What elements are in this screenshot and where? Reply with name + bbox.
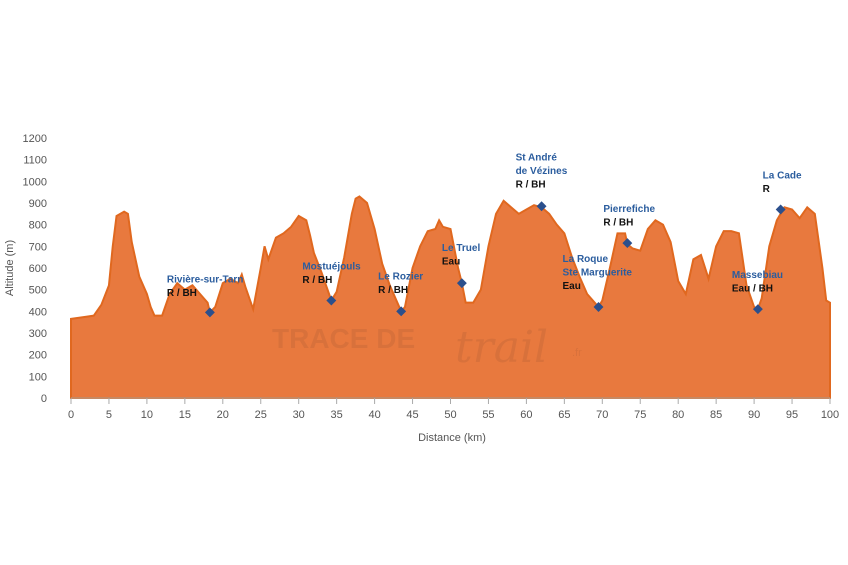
- y-tick-label: 0: [41, 393, 47, 405]
- x-tick-label: 75: [634, 409, 646, 421]
- x-tick-label: 50: [444, 409, 456, 421]
- x-axis-label: Distance (km): [418, 432, 486, 444]
- waypoint-name: Mostuéjouls: [302, 262, 361, 273]
- x-tick-label: 0: [68, 409, 74, 421]
- waypoint-marker: [593, 302, 604, 312]
- waypoint-marker: [396, 306, 407, 317]
- x-tick-label: 60: [520, 409, 532, 421]
- waypoint-marker: [775, 204, 786, 215]
- y-tick-label: 800: [29, 220, 47, 232]
- waypoint-note: R / BH: [516, 179, 546, 190]
- waypoint-note: Eau: [442, 257, 460, 268]
- waypoint-name: Ste Marguerite: [563, 268, 633, 279]
- y-axis-label: Altitude (m): [4, 240, 16, 296]
- waypoint-name: de Vézines: [516, 166, 568, 177]
- waypoint-marker: [752, 304, 763, 315]
- x-tick-label: 40: [368, 409, 380, 421]
- waypoint-name: La Roque: [563, 254, 609, 265]
- waypoint-marker: [204, 307, 215, 318]
- x-tick-label: 5: [106, 409, 112, 421]
- waypoint-name: Massebiau: [732, 270, 783, 281]
- x-tick-label: 65: [558, 409, 570, 421]
- x-tick-label: 35: [331, 409, 343, 421]
- waypoint-note: R: [763, 184, 771, 195]
- x-tick-label: 15: [179, 409, 191, 421]
- waypoint-marker: [456, 278, 467, 289]
- x-tick-label: 45: [406, 409, 418, 421]
- waypoint-note: R / BH: [603, 218, 633, 229]
- waypoint-note: R / BH: [302, 275, 332, 286]
- y-tick-label: 300: [29, 328, 47, 340]
- x-tick-label: 55: [482, 409, 494, 421]
- waypoint-marker: [536, 201, 547, 212]
- watermark: .fr: [572, 347, 582, 359]
- y-tick-label: 1100: [23, 155, 47, 167]
- waypoint-marker: [622, 238, 633, 249]
- x-tick-label: 30: [293, 409, 305, 421]
- waypoint-name: Rivière-sur-Tarn: [167, 274, 244, 285]
- y-tick-label: 600: [29, 263, 47, 275]
- waypoint-name: St André: [516, 152, 558, 163]
- waypoint-name: Le Rozier: [378, 271, 423, 282]
- waypoint-note: R / BH: [378, 285, 408, 296]
- waypoint-name: La Cade: [763, 171, 802, 182]
- waypoint-note: Eau: [563, 281, 581, 292]
- x-tick-label: 80: [672, 409, 684, 421]
- x-tick-label: 100: [821, 409, 839, 421]
- waypoint-note: Eau / BH: [732, 284, 773, 295]
- x-tick-label: 25: [255, 409, 267, 421]
- x-tick-label: 90: [748, 409, 760, 421]
- waypoint-name: Pierrefiche: [603, 204, 655, 215]
- watermark: trail: [455, 322, 548, 373]
- x-tick-label: 70: [596, 409, 608, 421]
- y-tick-label: 100: [29, 371, 47, 383]
- y-tick-label: 1000: [23, 176, 47, 188]
- waypoint-name: Le Truel: [442, 243, 481, 254]
- y-tick-label: 1200: [23, 133, 47, 145]
- x-tick-label: 95: [786, 409, 798, 421]
- waypoint-marker: [326, 295, 337, 306]
- x-tick-label: 10: [141, 409, 153, 421]
- y-tick-label: 400: [29, 306, 47, 318]
- watermark: TRACE DE: [272, 323, 415, 354]
- y-tick-label: 900: [29, 198, 47, 210]
- area: [70, 195, 831, 399]
- y-tick-label: 500: [29, 285, 47, 297]
- x-tick-label: 85: [710, 409, 722, 421]
- y-tick-label: 200: [29, 350, 47, 362]
- waypoint-note: R / BH: [167, 288, 197, 299]
- y-tick-label: 700: [29, 241, 47, 253]
- x-tick-label: 20: [217, 409, 229, 421]
